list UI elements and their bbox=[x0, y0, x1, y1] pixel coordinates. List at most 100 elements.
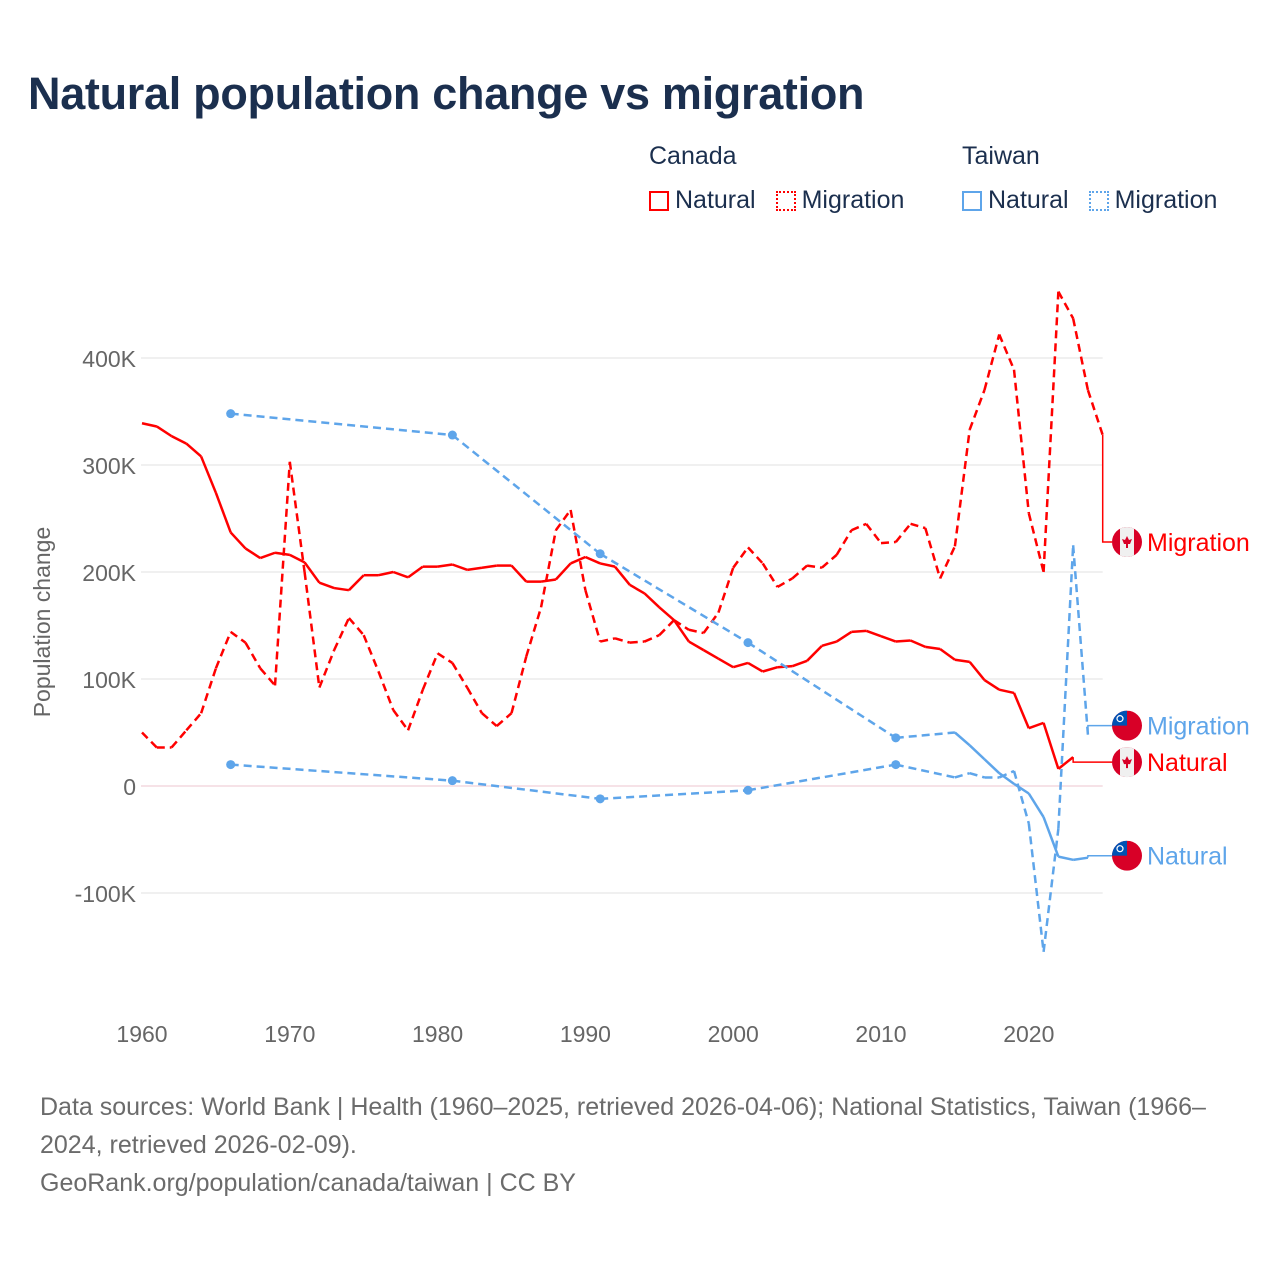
line-segment bbox=[214, 492, 232, 533]
label-leader-line bbox=[1072, 757, 1112, 763]
legend-item-canada-migration[interactable]: Migration bbox=[775, 186, 905, 215]
line-segment bbox=[141, 731, 158, 749]
line-segment bbox=[525, 606, 543, 657]
line-segment bbox=[347, 617, 365, 636]
line-segment bbox=[539, 530, 558, 608]
series-end-label: Migration bbox=[1147, 529, 1250, 557]
line-segment bbox=[1028, 721, 1045, 730]
line-segment bbox=[510, 656, 528, 714]
line-segment bbox=[1027, 512, 1045, 573]
line-segment bbox=[288, 461, 306, 573]
legend-label: Migration bbox=[801, 186, 905, 214]
taiwan-flag-icon bbox=[1112, 840, 1142, 871]
line-segment bbox=[673, 619, 690, 631]
line-segment bbox=[688, 640, 705, 652]
line-segment bbox=[466, 686, 484, 714]
line-segment bbox=[451, 662, 469, 689]
line-segment bbox=[924, 527, 942, 579]
line-segment bbox=[644, 633, 660, 643]
series-canada-natural bbox=[141, 422, 1112, 770]
line-segment bbox=[865, 629, 882, 638]
line-segment bbox=[1012, 369, 1031, 514]
line-segment bbox=[230, 763, 453, 782]
line-segment bbox=[273, 461, 292, 686]
series-canada-migration bbox=[141, 291, 1112, 749]
line-segment bbox=[141, 422, 158, 428]
y-tick-label: 200K bbox=[82, 560, 136, 586]
line-segment bbox=[806, 564, 823, 569]
line-segment bbox=[895, 731, 956, 740]
flag-body bbox=[1112, 710, 1142, 741]
line-segment bbox=[1071, 545, 1090, 735]
line-segment bbox=[732, 661, 749, 669]
line-segment bbox=[451, 563, 468, 572]
canada-flag-icon bbox=[1112, 527, 1142, 558]
line-segment bbox=[998, 769, 1015, 779]
line-segment bbox=[392, 570, 409, 579]
line-segment bbox=[998, 333, 1016, 371]
x-tick-label: 1970 bbox=[264, 1021, 315, 1047]
line-segment bbox=[998, 772, 1015, 785]
label-leader-line bbox=[1087, 854, 1112, 858]
line-segment bbox=[895, 639, 911, 643]
line-segment bbox=[968, 661, 986, 681]
data-point bbox=[226, 760, 236, 770]
line-segment bbox=[599, 562, 616, 568]
line-segment bbox=[688, 628, 704, 635]
taiwan-flag-icon bbox=[1112, 710, 1142, 741]
line-segment bbox=[1013, 782, 1030, 795]
line-segment bbox=[229, 630, 247, 644]
flag-sun bbox=[1116, 845, 1124, 853]
line-segment bbox=[880, 540, 896, 545]
legend-swatch-dotted bbox=[775, 190, 796, 211]
line-segment bbox=[776, 577, 793, 589]
line-segment bbox=[703, 649, 720, 660]
legend-label: Natural bbox=[675, 186, 756, 214]
line-segment bbox=[185, 442, 202, 458]
line-segment bbox=[747, 641, 897, 739]
legend-item-canada-natural[interactable]: Natural bbox=[649, 186, 756, 215]
line-segment bbox=[333, 617, 351, 651]
line-segment bbox=[732, 546, 749, 569]
line-segment bbox=[303, 571, 321, 688]
chart-footer: Data sources: World Bank | Health (1960–… bbox=[40, 1088, 1260, 1202]
legend-item-taiwan-natural[interactable]: Natural bbox=[962, 186, 1069, 215]
line-segment bbox=[1042, 828, 1060, 952]
line-segment bbox=[466, 566, 483, 572]
line-segment bbox=[436, 652, 454, 664]
series-end-label: Migration bbox=[1147, 713, 1250, 741]
line-segment bbox=[584, 555, 601, 565]
line-segment bbox=[599, 552, 749, 644]
attribution-link[interactable]: GeoRank.org/population/canada/taiwan | C… bbox=[40, 1169, 576, 1197]
y-tick-label: -100K bbox=[75, 881, 137, 907]
line-segment bbox=[289, 553, 306, 564]
line-segment bbox=[1012, 692, 1030, 729]
x-tick-label: 2020 bbox=[1003, 1021, 1054, 1047]
line-segment bbox=[600, 789, 749, 801]
line-segment bbox=[229, 531, 247, 550]
line-segment bbox=[791, 564, 808, 580]
line-segment bbox=[199, 667, 218, 714]
line-segment bbox=[377, 671, 395, 711]
legend-label: Natural bbox=[988, 186, 1069, 214]
line-segment bbox=[1042, 816, 1060, 858]
flag-sun bbox=[1116, 715, 1124, 723]
legend-taiwan: Taiwan Natural Migration bbox=[962, 142, 1237, 215]
line-segment bbox=[821, 640, 838, 648]
line-segment bbox=[451, 434, 601, 555]
line-segment bbox=[584, 589, 602, 642]
line-segment bbox=[938, 545, 957, 579]
data-point bbox=[891, 733, 901, 743]
line-segment bbox=[185, 712, 203, 732]
line-segment bbox=[954, 731, 971, 747]
legend-item-taiwan-migration[interactable]: Migration bbox=[1088, 186, 1217, 215]
line-segment bbox=[643, 592, 661, 609]
series-taiwan-migration bbox=[226, 545, 1112, 952]
line-segment bbox=[968, 389, 986, 431]
line-segment bbox=[156, 425, 173, 438]
legend-group-title: Taiwan bbox=[962, 142, 1040, 170]
line-segment bbox=[983, 334, 1001, 391]
series-end-label: Natural bbox=[1147, 749, 1228, 777]
line-segment bbox=[821, 553, 838, 569]
line-segment bbox=[806, 644, 823, 662]
